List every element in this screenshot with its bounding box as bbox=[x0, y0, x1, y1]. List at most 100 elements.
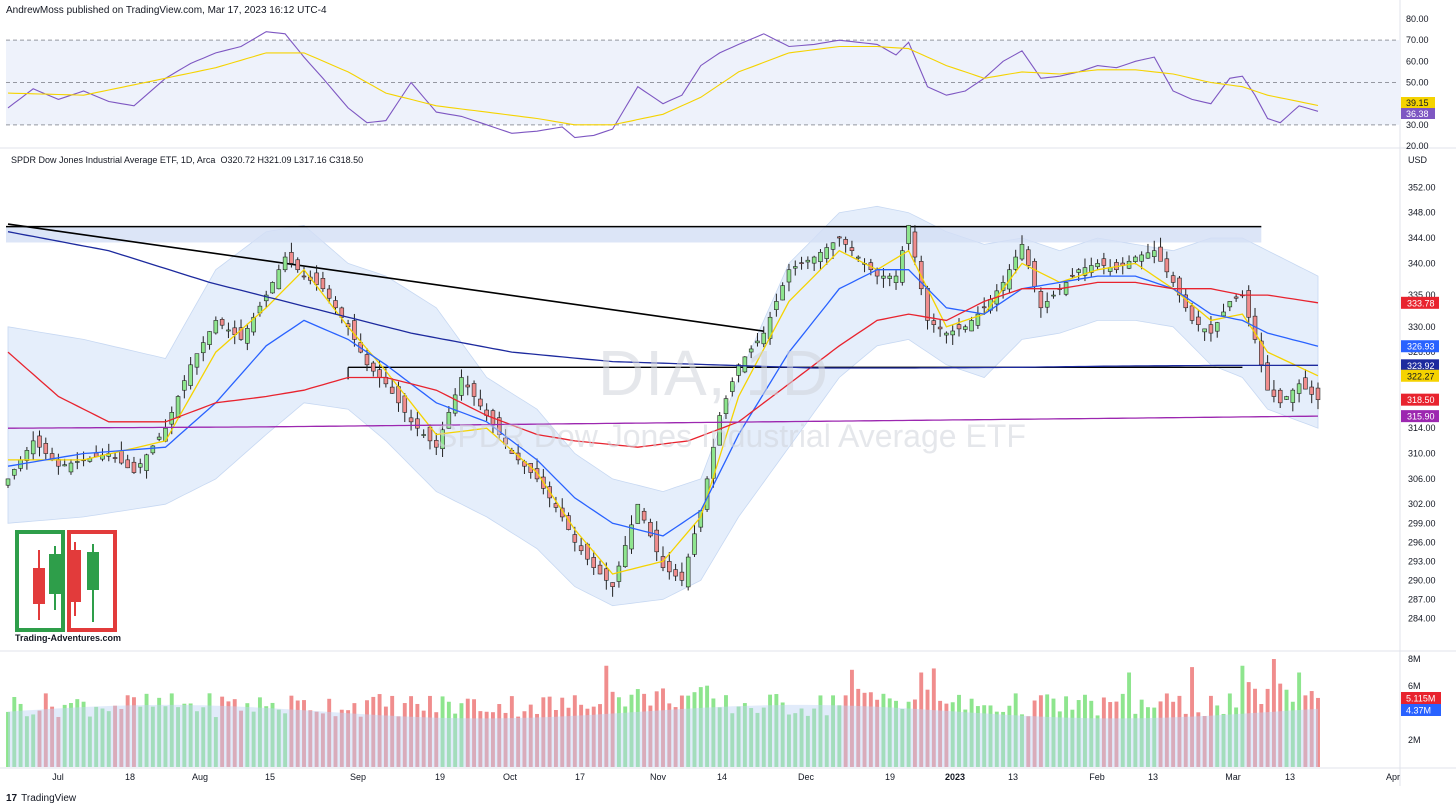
price-candle bbox=[5, 478, 11, 488]
candle-body bbox=[1013, 256, 1018, 270]
price-candle bbox=[648, 518, 653, 538]
volume-bar bbox=[1316, 697, 1320, 767]
volume-bar bbox=[144, 693, 149, 767]
volume-bar bbox=[150, 706, 155, 767]
volume-bar bbox=[1070, 709, 1075, 767]
price-candle bbox=[1019, 235, 1025, 261]
volume-bar bbox=[635, 689, 640, 767]
volume-bar bbox=[887, 698, 892, 767]
price-candle bbox=[679, 562, 685, 587]
price-candle bbox=[1233, 294, 1239, 302]
symbol-name: SPDR Dow Jones Industrial Average ETF, 1… bbox=[11, 155, 216, 165]
rsi-tick-label: 80.00 bbox=[1406, 14, 1429, 24]
candle-body bbox=[843, 239, 848, 245]
price-candle bbox=[799, 256, 804, 270]
volume-bar bbox=[125, 695, 130, 767]
price-candle bbox=[251, 312, 256, 336]
volume-bar bbox=[239, 710, 243, 767]
volume-bar bbox=[1196, 712, 1201, 767]
volume-bar bbox=[37, 710, 42, 767]
candle-body bbox=[780, 285, 785, 301]
candle-body bbox=[969, 320, 974, 332]
volume-bar bbox=[503, 712, 508, 767]
price-candle bbox=[295, 257, 300, 273]
volume-bar bbox=[383, 706, 388, 767]
volume-bar bbox=[1303, 695, 1308, 767]
candle-body bbox=[1095, 263, 1100, 268]
price-tick-label: 348.00 bbox=[1408, 208, 1436, 218]
ma-line-sma-100 bbox=[8, 415, 1319, 429]
volume-bar bbox=[1265, 688, 1270, 767]
price-candle bbox=[1246, 285, 1251, 327]
time-tick-label: 15 bbox=[265, 772, 275, 782]
candle-body bbox=[937, 326, 943, 330]
price-candle bbox=[182, 375, 187, 399]
price-candle bbox=[736, 363, 741, 383]
resistance-zone bbox=[6, 226, 1262, 243]
downtrend-line bbox=[7, 223, 764, 332]
volume-bar bbox=[232, 699, 237, 767]
price-value-label: 315.90 bbox=[1407, 412, 1435, 422]
volume-bar bbox=[868, 692, 873, 767]
price-candle bbox=[150, 445, 156, 455]
price-candle bbox=[818, 249, 823, 270]
volume-bar bbox=[1246, 682, 1251, 767]
price-candle bbox=[969, 316, 974, 332]
watermark-name: SPDR Dow Jones Industrial Average ETF bbox=[436, 418, 1026, 454]
candle-body bbox=[156, 436, 162, 440]
volume-bar bbox=[875, 699, 880, 767]
price-candle bbox=[622, 535, 628, 568]
candle-body bbox=[289, 252, 294, 264]
price-candle bbox=[1070, 268, 1075, 279]
volume-bar bbox=[201, 707, 206, 767]
volume-bar bbox=[787, 714, 791, 767]
candle-body bbox=[578, 545, 584, 552]
price-candle bbox=[578, 537, 584, 555]
volume-bar bbox=[1259, 703, 1264, 767]
candle-body bbox=[251, 316, 256, 333]
price-candle bbox=[937, 319, 943, 337]
candle-body bbox=[641, 510, 647, 521]
candle-body bbox=[1246, 290, 1251, 318]
price-candle bbox=[226, 322, 231, 339]
volume-bar bbox=[50, 706, 55, 767]
price-candle bbox=[761, 326, 767, 348]
logo-caption: Trading-Adventures.com bbox=[15, 633, 122, 643]
volume-bar bbox=[692, 692, 697, 767]
volume-bar bbox=[24, 716, 29, 767]
time-tick-label: 13 bbox=[1285, 772, 1295, 782]
candle-body bbox=[648, 521, 653, 537]
volume-bar bbox=[1032, 700, 1037, 767]
candle-body bbox=[887, 275, 892, 279]
price-candle bbox=[1158, 237, 1163, 262]
candle-body bbox=[1139, 254, 1144, 262]
volume-bar bbox=[346, 710, 351, 767]
volume-bar bbox=[1101, 697, 1106, 767]
candle-body bbox=[1233, 296, 1239, 299]
candle-body bbox=[811, 256, 817, 264]
ohlc-close: C318.50 bbox=[329, 155, 364, 165]
candle-body bbox=[1051, 294, 1056, 297]
volume-bar bbox=[642, 693, 647, 767]
candle-body bbox=[1309, 386, 1314, 395]
candle-body bbox=[1089, 265, 1094, 273]
volume-bar bbox=[257, 697, 262, 767]
price-candle bbox=[1265, 355, 1270, 391]
price-candle bbox=[610, 582, 615, 597]
candle-body bbox=[1151, 250, 1157, 257]
candle-body bbox=[572, 534, 578, 543]
time-tick-label: 2023 bbox=[945, 772, 965, 782]
volume-bar bbox=[6, 711, 10, 767]
volume-bar bbox=[365, 700, 369, 767]
price-candle bbox=[824, 243, 830, 265]
volume-bar bbox=[446, 701, 451, 767]
volume-bar bbox=[963, 709, 968, 767]
volume-bar bbox=[12, 696, 17, 767]
price-candle bbox=[1202, 328, 1207, 341]
volume-bar bbox=[686, 695, 691, 767]
volume-bar bbox=[881, 693, 886, 767]
price-tick-label: 299.00 bbox=[1408, 518, 1436, 528]
volume-bar bbox=[862, 692, 867, 767]
volume-bar bbox=[1171, 701, 1176, 767]
volume-bar bbox=[560, 697, 565, 767]
